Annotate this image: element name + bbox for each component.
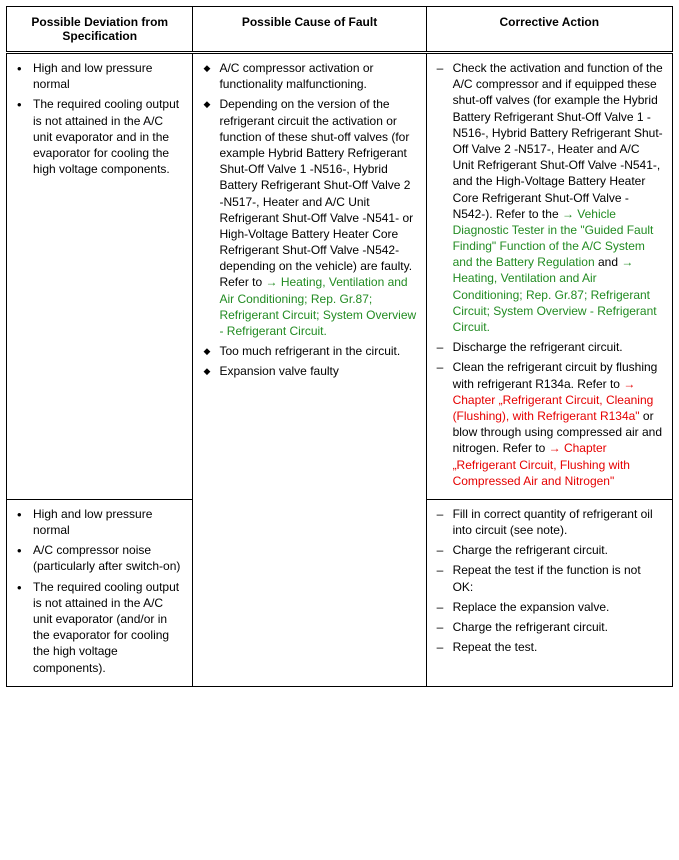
list-item: High and low pressure normal bbox=[15, 506, 184, 538]
cell-action: Fill in correct quantity of refrigerant … bbox=[426, 499, 672, 686]
list-item: Clean the refrigerant circuit by flushin… bbox=[435, 359, 664, 489]
list-item: Depending on the version of the refriger… bbox=[201, 96, 417, 339]
list-item: Check the activation and function of the… bbox=[435, 60, 664, 335]
header-row: Possible Deviation from Specification Po… bbox=[7, 7, 673, 53]
list-item: High and low pressure normal bbox=[15, 60, 184, 92]
list-item: A/C compressor noise (particularly after… bbox=[15, 542, 184, 574]
list-item: Charge the refrigerant circuit. bbox=[435, 619, 664, 635]
action-list: Check the activation and function of the… bbox=[435, 60, 664, 489]
table-row: High and low pressure normal The require… bbox=[7, 53, 673, 500]
deviation-list: High and low pressure normal The require… bbox=[15, 60, 184, 177]
list-item: Expansion valve faulty bbox=[201, 363, 417, 379]
header-action: Corrective Action bbox=[426, 7, 672, 53]
list-item: Repeat the test. bbox=[435, 639, 664, 655]
cell-deviation: High and low pressure normal The require… bbox=[7, 53, 193, 500]
list-item: The required cooling output is not attai… bbox=[15, 96, 184, 177]
action-text: and bbox=[595, 255, 622, 269]
header-cause: Possible Cause of Fault bbox=[193, 7, 426, 53]
list-item: Fill in correct quantity of refrigerant … bbox=[435, 506, 664, 538]
list-item: The required cooling output is not attai… bbox=[15, 579, 184, 676]
header-deviation: Possible Deviation from Specification bbox=[7, 7, 193, 53]
action-text: Check the activation and function of the… bbox=[453, 61, 663, 221]
list-item: Charge the refrigerant circuit. bbox=[435, 542, 664, 558]
cause-list: A/C compressor activation or functionali… bbox=[201, 60, 417, 380]
deviation-list: High and low pressure normal A/C compres… bbox=[15, 506, 184, 676]
list-item: Replace the expansion valve. bbox=[435, 599, 664, 615]
list-item: Discharge the refrigerant circuit. bbox=[435, 339, 664, 355]
list-item: Too much refrigerant in the circuit. bbox=[201, 343, 417, 359]
action-list: Fill in correct quantity of refrigerant … bbox=[435, 506, 664, 656]
cell-cause: A/C compressor activation or functionali… bbox=[193, 53, 426, 687]
cause-text: Depending on the version of the refriger… bbox=[219, 97, 413, 289]
list-item: Repeat the test if the function is not O… bbox=[435, 562, 664, 594]
cell-action: Check the activation and function of the… bbox=[426, 53, 672, 500]
list-item: A/C compressor activation or functionali… bbox=[201, 60, 417, 92]
cell-deviation: High and low pressure normal A/C compres… bbox=[7, 499, 193, 686]
troubleshooting-table: Possible Deviation from Specification Po… bbox=[6, 6, 673, 687]
